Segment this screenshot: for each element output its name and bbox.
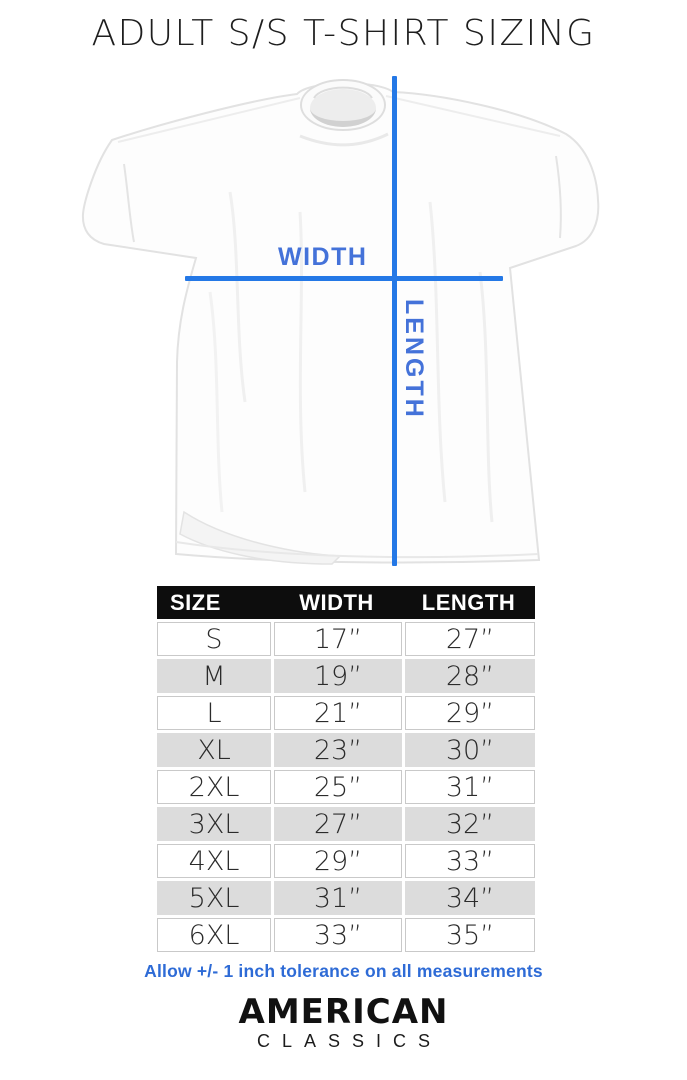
table-cell: L [157,696,271,730]
table-row: S 17” 27” [157,622,535,656]
size-table-header: SIZE WIDTH LENGTH [157,586,535,619]
width-label: WIDTH [278,243,368,271]
size-table: SIZE WIDTH LENGTH S 17” 27” M 19” 28” L 21” 29” X… [157,586,535,955]
brand-logo: AMERICAN CLASSICS [0,994,687,1051]
table-cell: M [157,659,271,693]
table-cell: 27” [274,807,402,841]
table-cell: 31” [405,770,535,804]
table-cell: 6XL [157,918,271,952]
brand-name: AMERICAN [238,992,449,1032]
table-cell: 23” [274,733,402,767]
column-header-size: SIZE [170,589,221,615]
table-cell: 17” [274,622,402,656]
table-cell: XL [157,733,271,767]
width-measure-line [185,276,503,281]
table-cell: 5XL [157,881,271,915]
table-row: XL 23” 30” [157,733,535,767]
table-cell: 19” [274,659,402,693]
table-cell: 29” [274,844,402,878]
length-label: LENGTH [400,299,428,420]
page-title: ADULT S/S T-SHIRT SIZING [91,13,596,54]
table-cell: S [157,622,271,656]
table-cell: 21” [274,696,402,730]
table-cell: 34” [405,881,535,915]
table-cell: 32” [405,807,535,841]
table-row: 6XL 33” 35” [157,918,535,952]
table-cell: 29” [405,696,535,730]
table-cell: 28” [405,659,535,693]
tolerance-note: Allow +/- 1 inch tolerance on all measur… [144,961,543,981]
table-cell: 31” [274,881,402,915]
length-measure-line [392,76,397,566]
table-cell: 33” [405,844,535,878]
column-header-width: WIDTH [299,589,374,615]
table-cell: 2XL [157,770,271,804]
table-row: M 19” 28” [157,659,535,693]
tshirt-image [81,79,600,565]
table-cell: 3XL [157,807,271,841]
table-cell: 30” [405,733,535,767]
table-row: 5XL 31” 34” [157,881,535,915]
table-cell: 27” [405,622,535,656]
tshirt-diagram: WIDTH LENGTH [0,72,687,572]
table-cell: 35” [405,918,535,952]
size-table-body: S 17” 27” M 19” 28” L 21” 29” XL 23” 30” 2XL 25” 31” 3X… [157,622,535,952]
table-cell: 33” [274,918,402,952]
table-cell: 4XL [157,844,271,878]
table-row: 4XL 29” 33” [157,844,535,878]
table-row: 3XL 27” 32” [157,807,535,841]
brand-subname: CLASSICS [256,1031,443,1051]
table-cell: 25” [274,770,402,804]
column-header-length: LENGTH [421,589,516,615]
table-row: 2XL 25” 31” [157,770,535,804]
table-row: L 21” 29” [157,696,535,730]
